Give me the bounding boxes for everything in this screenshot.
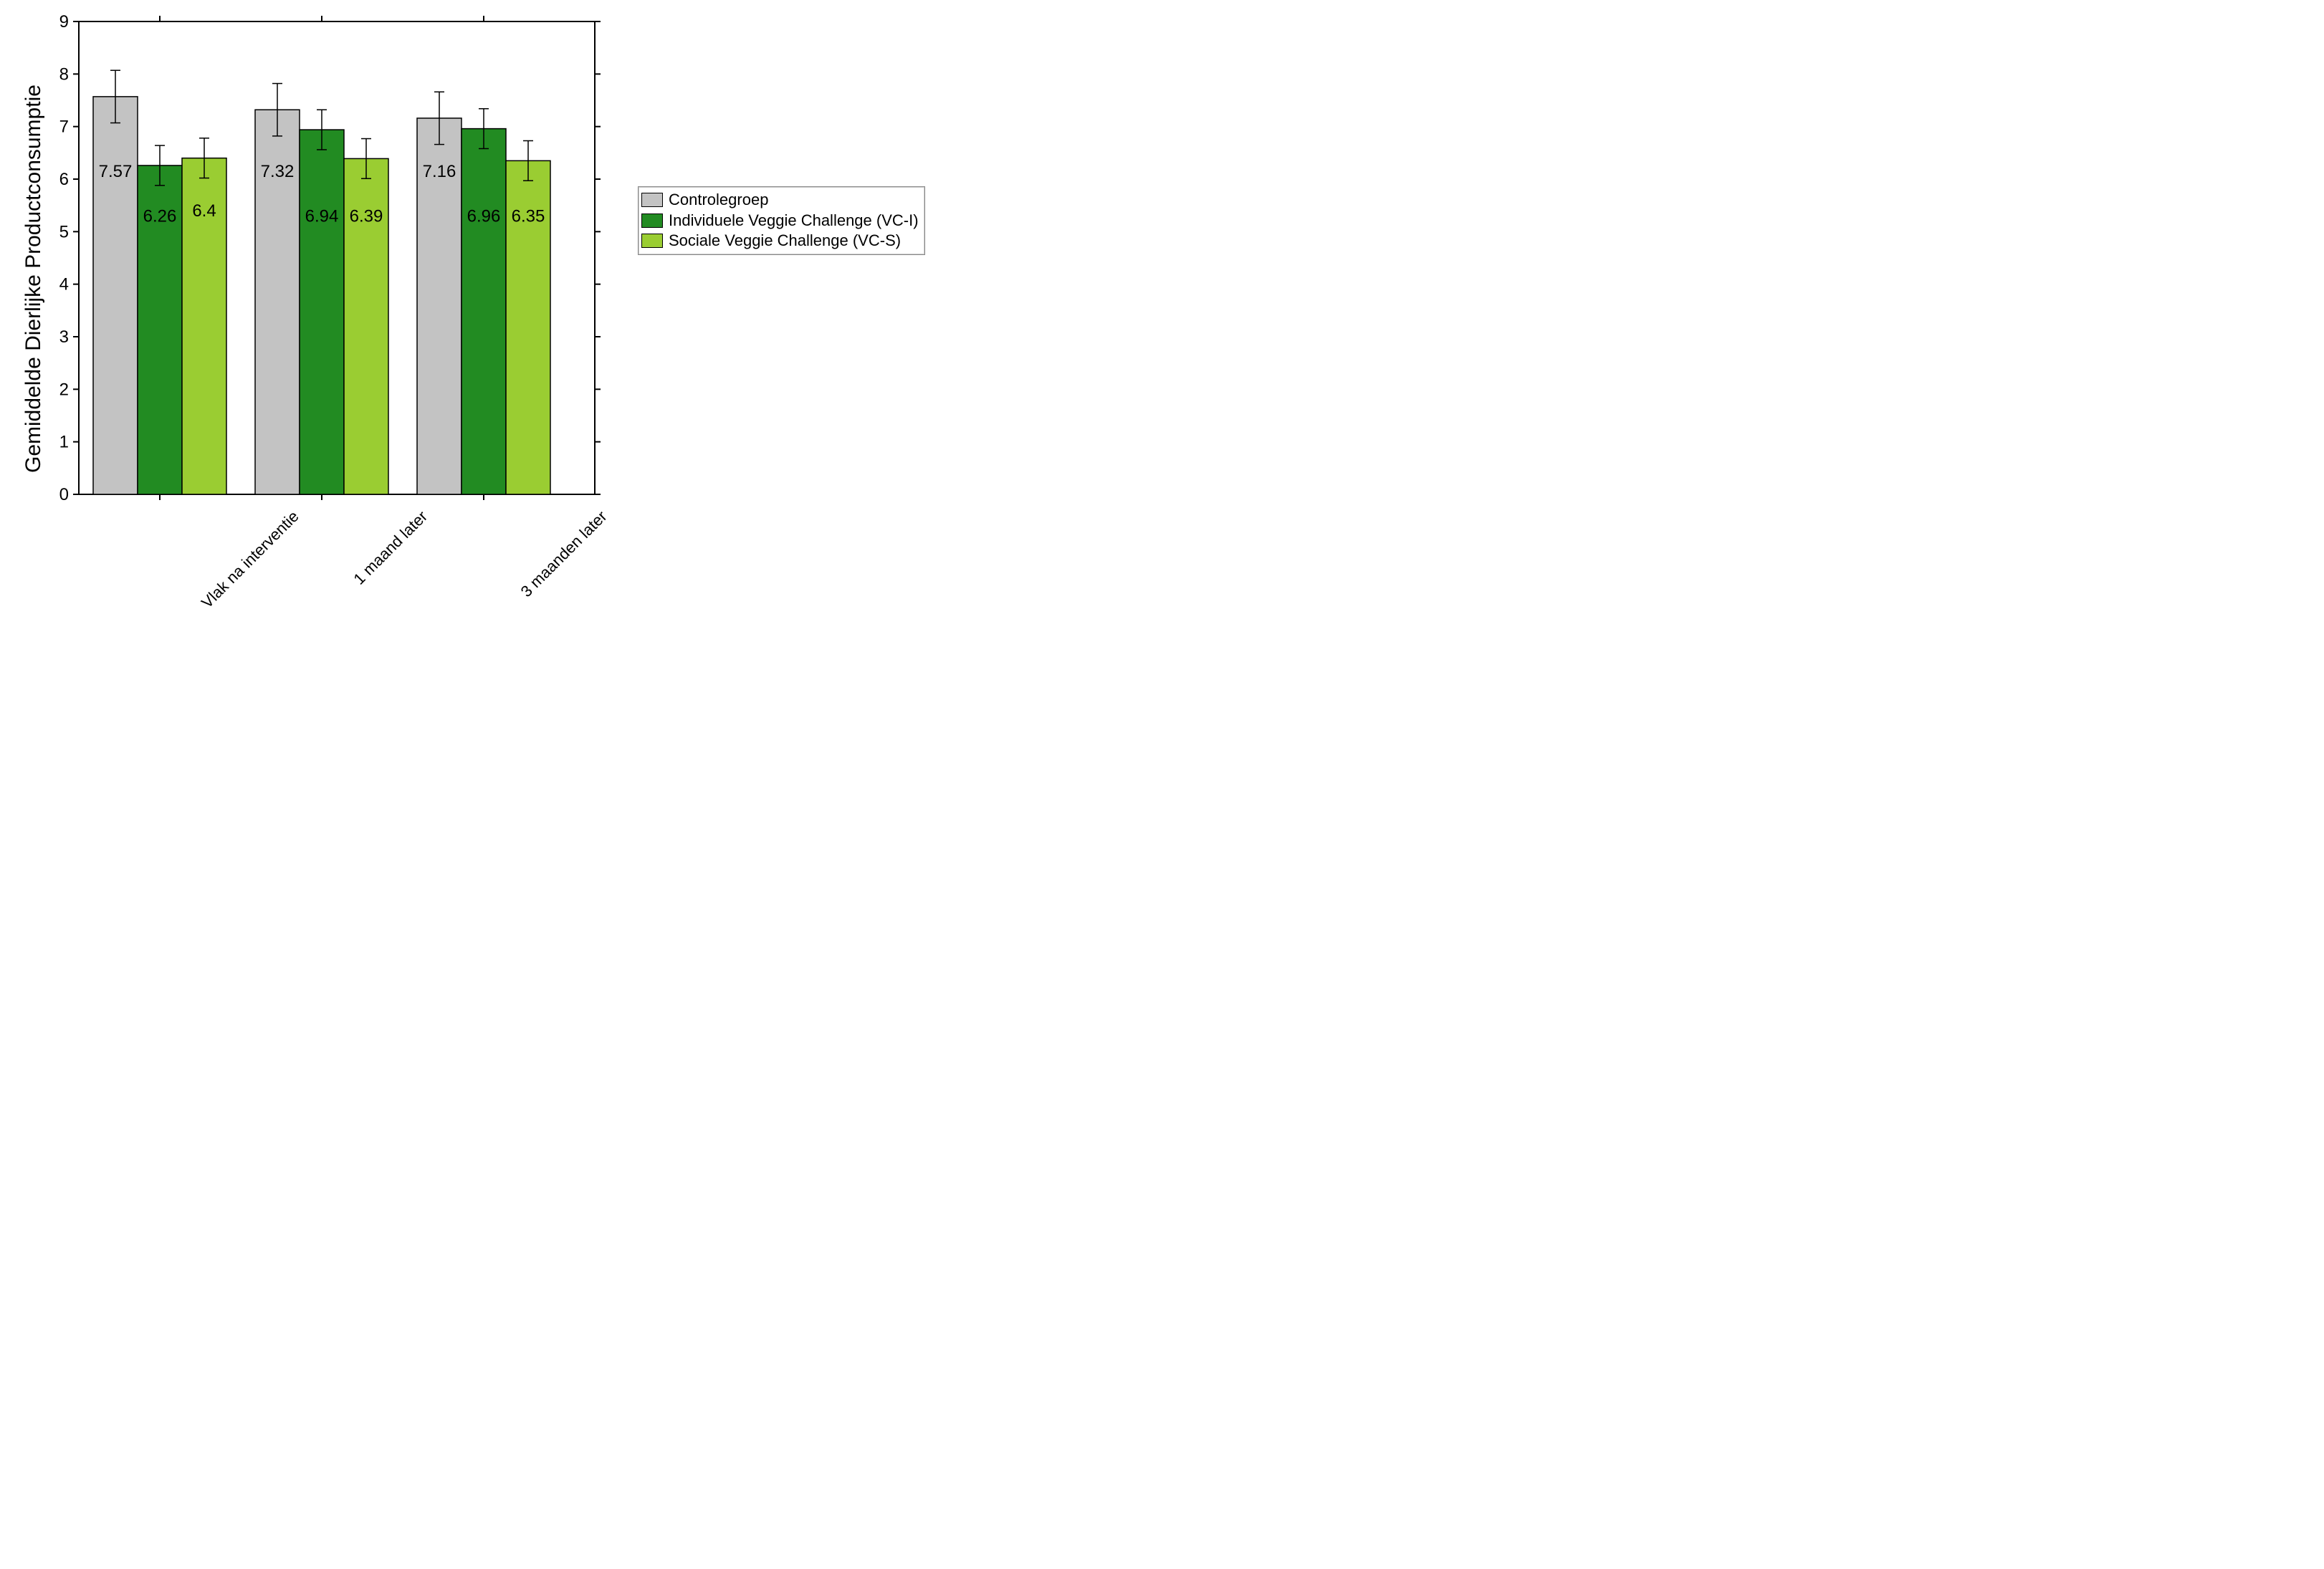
chart-svg: 0 1 2 3 4 5 6 7 8 9 7.57 6.26 6.4 7.32 6.94 6.39 7.16 6.9…: [0, 0, 1061, 716]
bar-value-label: 6.4: [192, 201, 216, 221]
bar-value-label: 6.35: [512, 206, 545, 226]
svg-text:7: 7: [59, 117, 69, 137]
bar: [462, 129, 506, 494]
legend-swatch: [641, 193, 663, 207]
legend-item: Individuele Veggie Challenge (VC-I): [641, 211, 919, 231]
bar-value-label: 7.32: [261, 162, 295, 181]
legend-label: Sociale Veggie Challenge (VC-S): [669, 231, 901, 251]
y-axis-label: Gemiddelde Dierlijke Productconsumptie: [21, 85, 46, 473]
svg-text:1: 1: [59, 433, 69, 452]
bar-value-label: 7.57: [99, 162, 133, 181]
svg-text:5: 5: [59, 222, 69, 241]
legend-label: Individuele Veggie Challenge (VC-I): [669, 211, 919, 231]
legend: ControlegroepIndividuele Veggie Challeng…: [638, 186, 925, 255]
bar-value-label: 6.26: [143, 206, 177, 226]
bar-value-label: 6.94: [305, 206, 339, 226]
bar-value-label: 6.96: [467, 206, 501, 226]
legend-swatch: [641, 213, 663, 228]
bar-value-label: 6.39: [350, 206, 383, 226]
svg-text:4: 4: [59, 275, 69, 294]
legend-item: Controlegroep: [641, 190, 919, 211]
legend-swatch: [641, 234, 663, 248]
chart-container: 0 1 2 3 4 5 6 7 8 9 7.57 6.26 6.4 7.32 6.94 6.39 7.16 6.9…: [0, 0, 1061, 716]
legend-item: Sociale Veggie Challenge (VC-S): [641, 231, 919, 251]
svg-text:8: 8: [59, 64, 69, 84]
bar: [93, 97, 138, 494]
svg-text:6: 6: [59, 170, 69, 189]
svg-text:9: 9: [59, 12, 69, 32]
legend-label: Controlegroep: [669, 190, 768, 211]
svg-text:2: 2: [59, 380, 69, 399]
svg-text:0: 0: [59, 485, 69, 504]
bar: [300, 130, 344, 494]
bar-value-label: 7.16: [423, 162, 456, 181]
svg-text:3: 3: [59, 327, 69, 347]
